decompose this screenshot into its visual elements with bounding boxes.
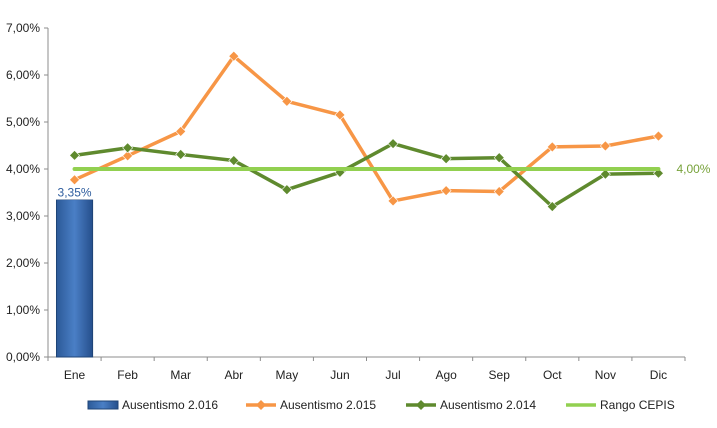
legend-item: Rango CEPIS <box>566 398 675 412</box>
bar-ene <box>55 199 94 358</box>
legend-item: Ausentismo 2.015 <box>246 398 376 412</box>
y-tick-label: 4,00% <box>6 162 40 176</box>
data-labels: 3,35% 4,00% <box>55 162 711 200</box>
legend-label: Ausentismo 2.015 <box>280 398 376 412</box>
legend-item: Ausentismo 2.014 <box>406 398 536 412</box>
legend-swatch <box>87 400 119 410</box>
y-tick-label: 2,00% <box>6 256 40 270</box>
x-tick-label: Feb <box>117 368 138 382</box>
x-tick-label: May <box>276 368 299 382</box>
x-tick-label: Abr <box>224 368 243 382</box>
series-end-label: 4,00% <box>676 162 710 176</box>
legend-label: Rango CEPIS <box>600 398 675 412</box>
series-2-point <box>228 155 240 166</box>
series-line-1 <box>72 54 661 203</box>
y-tick-label: 1,00% <box>6 303 40 317</box>
series-2-point <box>175 149 187 160</box>
axes: 0,00% 1,00% 2,00% 3,00% 4,00% 5,00% 6,00% 7,00%… <box>6 21 686 382</box>
legend-label: Ausentismo 2.014 <box>440 398 536 412</box>
x-tick-label: Jul <box>385 368 400 382</box>
series-1-point <box>387 195 399 207</box>
series-2-point <box>69 149 80 161</box>
series-2-point <box>281 184 293 196</box>
legend-marker <box>256 400 266 410</box>
x-tick-label: Sep <box>489 368 511 382</box>
x-tick-label: Dic <box>650 368 667 382</box>
legend-label: Ausentismo 2.016 <box>122 398 218 412</box>
x-tick-label: Oct <box>543 368 562 382</box>
x-tick-label: Ene <box>64 368 86 382</box>
lines <box>69 50 664 213</box>
series-1-point <box>546 141 558 153</box>
x-tick-label: Nov <box>595 368 616 382</box>
y-tick-label: 3,00% <box>6 209 40 223</box>
bar-data-label: 3,35% <box>58 186 92 200</box>
series-1-point <box>440 185 452 197</box>
series-1-point <box>228 50 240 62</box>
y-tick-label: 7,00% <box>6 21 40 35</box>
x-tick-label: Mar <box>170 368 191 382</box>
series-1-point <box>653 130 664 142</box>
y-tick-label: 0,00% <box>6 350 40 364</box>
series-1-point <box>334 109 346 121</box>
series-1-point <box>599 140 611 152</box>
y-tick-label: 6,00% <box>6 68 40 82</box>
bar-data-label-bg <box>55 184 94 200</box>
legend-item: Ausentismo 2.016 <box>87 398 218 412</box>
series-line-2 <box>72 141 661 209</box>
series-2-point <box>387 138 399 150</box>
series-1-point <box>122 150 134 162</box>
legend: Ausentismo 2.016 Ausentismo 2.015 Ausentis… <box>87 398 675 412</box>
series-1-point <box>175 125 187 137</box>
x-tick-label: Ago <box>435 368 457 382</box>
series-1-point <box>281 95 293 107</box>
series-2-point <box>546 201 558 213</box>
series-2-point <box>122 142 134 154</box>
x-tick-label: Jun <box>330 368 349 382</box>
series-2-point <box>493 152 505 164</box>
bars <box>55 199 94 358</box>
y-tick-label: 5,00% <box>6 115 40 129</box>
series-2-point <box>599 168 611 180</box>
legend-marker <box>416 400 426 410</box>
series-2-point <box>440 153 452 165</box>
series-1-point <box>493 186 505 197</box>
